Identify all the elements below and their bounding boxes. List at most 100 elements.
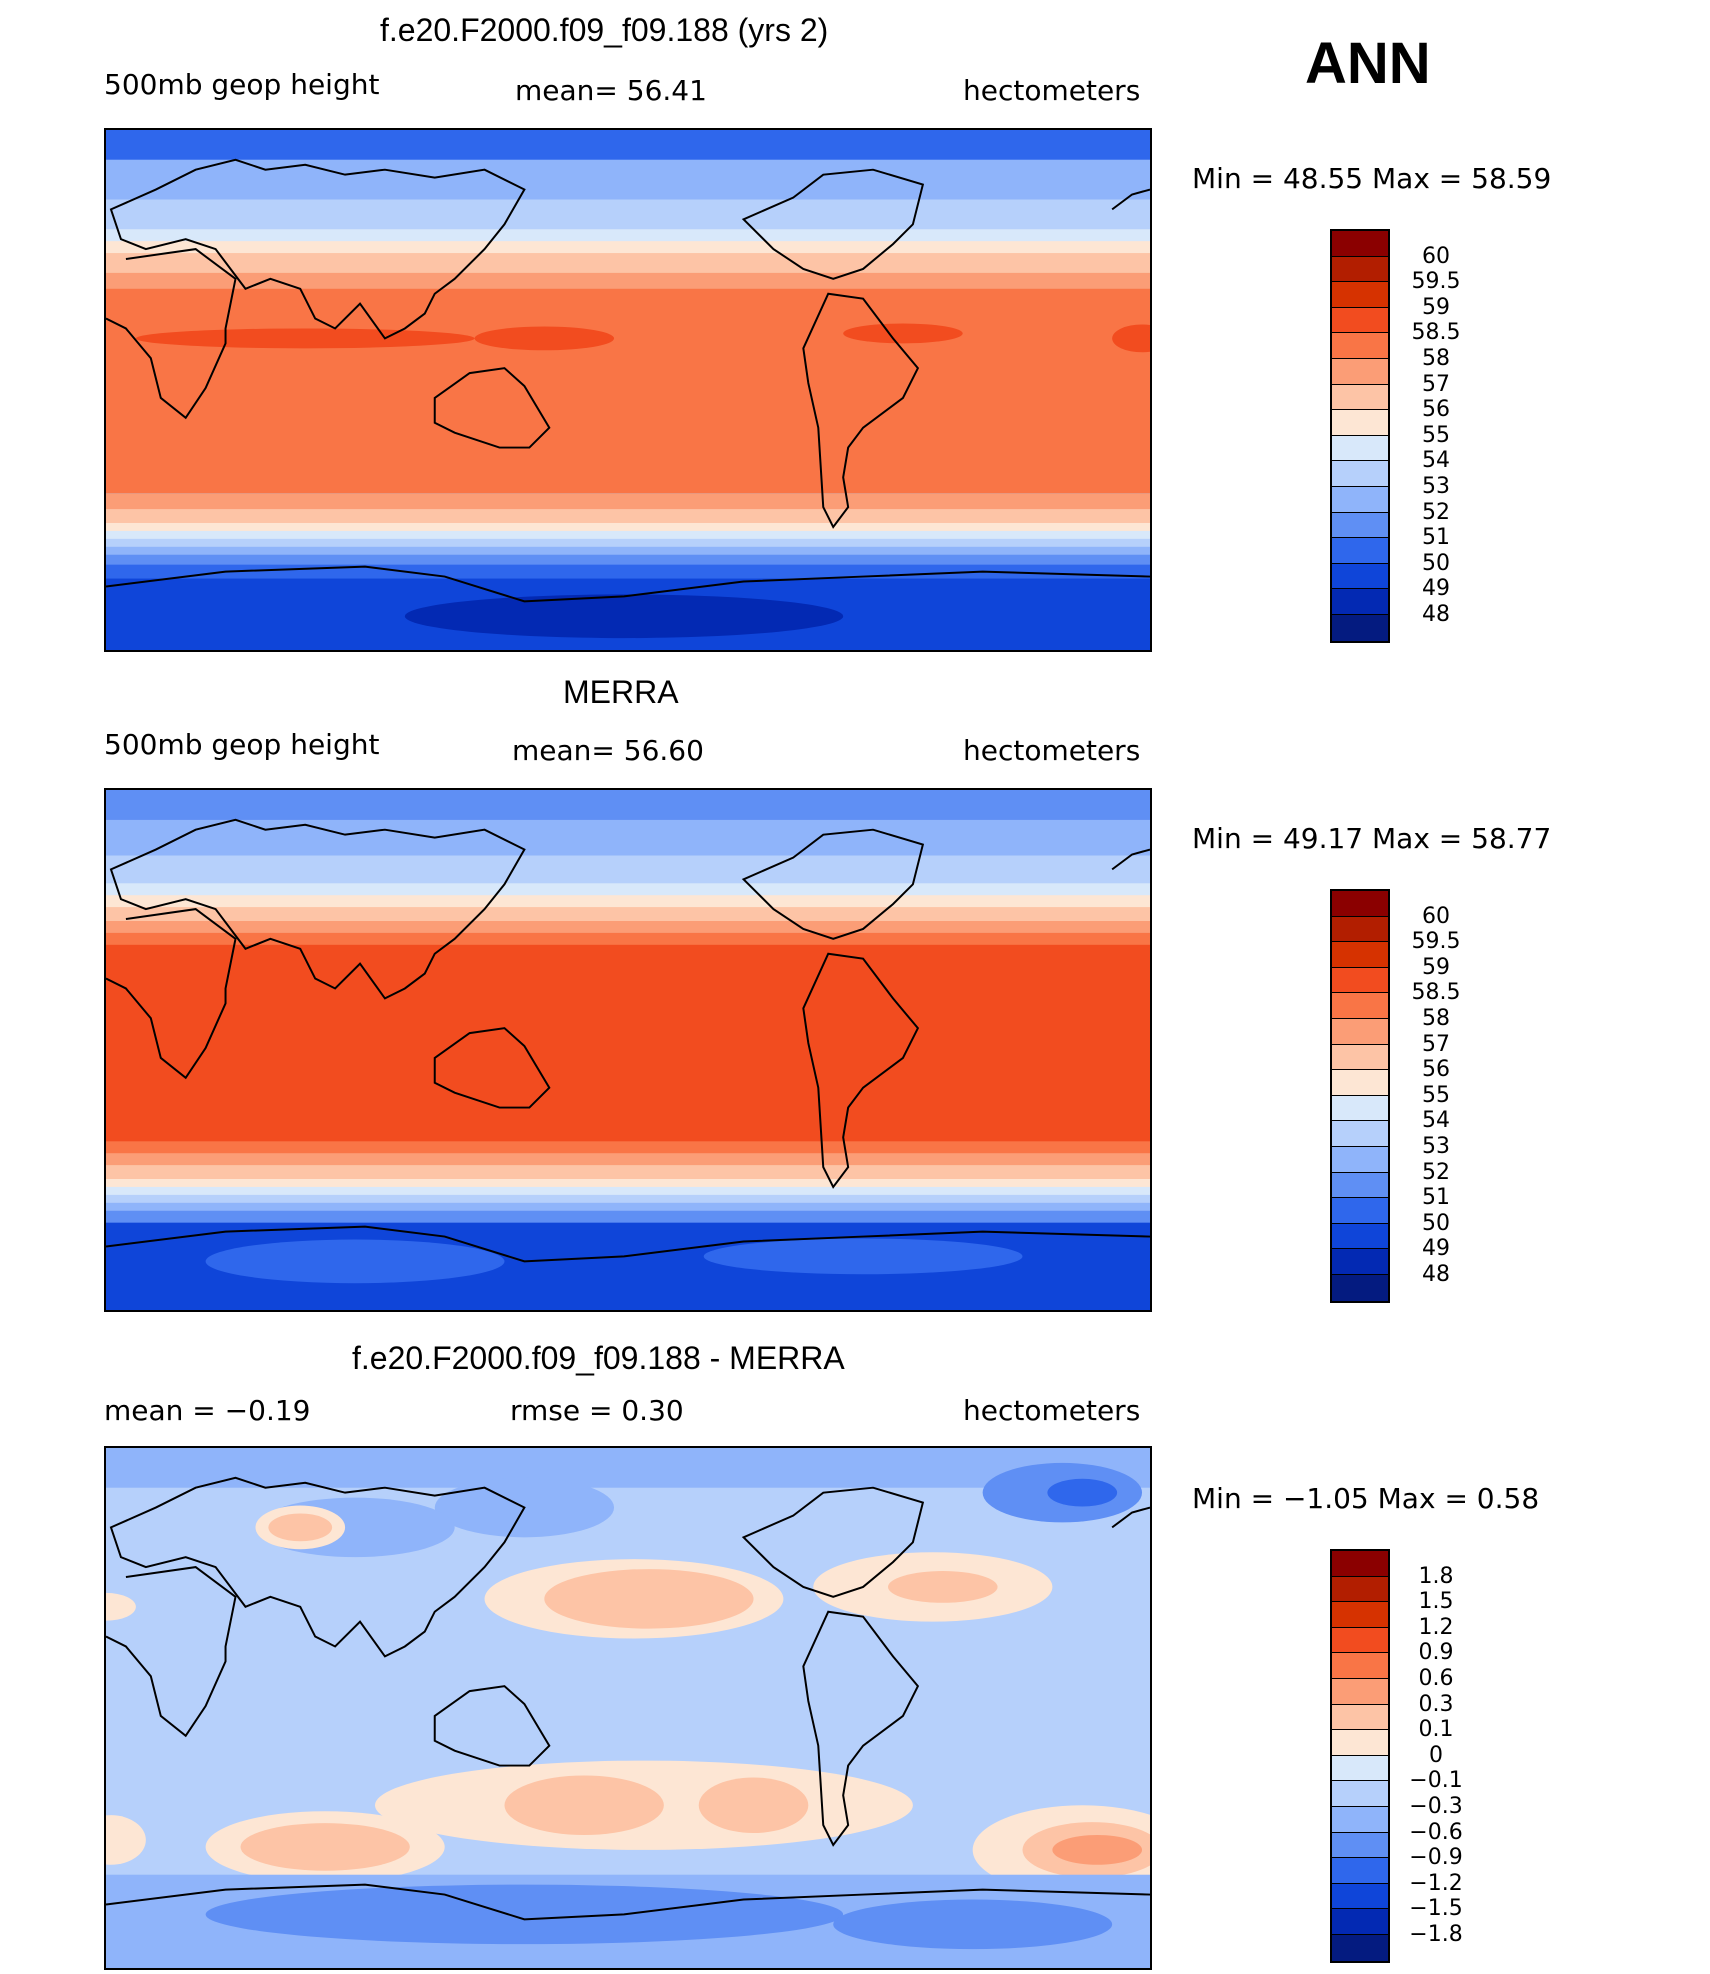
colorbar-swatch [1332,916,1388,943]
mean-label: mean = −0.19 [104,1394,311,1427]
colorbar-label: −0.6 [1409,1820,1463,1845]
colorbar-swatch [1332,891,1388,917]
panel-title: MERRA [563,674,679,710]
colorbar-label: 48 [1422,1262,1450,1287]
colorbar-swatch [1332,435,1388,462]
colorbar-label: 53 [1422,1134,1450,1159]
colorbar-label: 52 [1422,1160,1450,1185]
contour-map [104,788,1152,1312]
colorbar-label: 0 [1429,1743,1443,1768]
colorbar-label: −0.3 [1409,1794,1463,1819]
colorbar-swatch [1332,1832,1388,1859]
colorbar-swatch [1332,1018,1388,1045]
panel-title: f.e20.F2000.f09_f09.188 - MERRA [352,1340,845,1376]
colorbar-swatch [1332,538,1388,564]
colorbar-swatch [1332,256,1388,283]
colorbar-label: 0.9 [1418,1640,1454,1665]
colorbar-label: 49 [1422,576,1450,601]
variable-label: 500mb geop height [104,728,380,761]
colorbar-swatch [1332,1602,1388,1628]
colorbar-label: −1.5 [1409,1896,1463,1921]
colorbar-swatch [1332,307,1388,334]
colorbar-swatch [1332,993,1388,1019]
colorbar-label: 54 [1422,448,1450,473]
colorbar-label: 1.5 [1418,1589,1454,1614]
colorbar-swatch [1332,1146,1388,1173]
colorbar-label: 58.5 [1411,320,1461,345]
units-label: hectometers [963,74,1141,107]
colorbar-swatch [1332,1223,1388,1250]
colorbar-swatch [1332,1909,1388,1935]
colorbar-label: 50 [1422,551,1450,576]
colorbar-swatch [1332,1274,1388,1301]
min-max-label: Min = 48.55 Max = 58.59 [1192,162,1552,195]
colorbar-swatch [1332,231,1388,257]
colorbar-label: 55 [1422,1083,1450,1108]
colorbar-swatch [1332,1198,1388,1224]
colorbar-label: 59.5 [1411,269,1461,294]
colorbar-swatch [1332,1781,1388,1807]
colorbar-swatch [1332,333,1388,359]
colorbar-label: −1.2 [1409,1871,1463,1896]
map-field [106,1448,1150,1968]
colorbar-swatch [1332,589,1388,615]
contour-map [104,1446,1152,1970]
colorbar-label: 56 [1422,1057,1450,1082]
colorbar-swatch [1332,358,1388,385]
mean-label: mean= 56.41 [515,74,707,107]
colorbar-label: 58 [1422,346,1450,371]
colorbar-swatch [1332,1627,1388,1654]
colorbar-swatch [1332,1755,1388,1782]
colorbar-label: 48 [1422,602,1450,627]
colorbar-swatch [1332,1678,1388,1705]
colorbar-label: 59 [1422,955,1450,980]
colorbar-label: 56 [1422,397,1450,422]
colorbar-swatch [1332,461,1388,487]
season-label: ANN [1305,31,1431,96]
colorbar-label: 0.1 [1418,1717,1454,1742]
colorbar-label: −1.8 [1409,1922,1463,1947]
map-field [106,790,1150,1310]
colorbar-label: 50 [1422,1211,1450,1236]
colorbar-label: 1.8 [1418,1564,1454,1589]
colorbar-swatch [1332,1095,1388,1122]
map-field [106,130,1150,650]
variable-label: 500mb geop height [104,68,380,101]
colorbar-label: 59.5 [1411,929,1461,954]
colorbar-swatch [1332,1934,1388,1961]
colorbar-label: 58 [1422,1006,1450,1031]
colorbar-label: 1.2 [1418,1615,1454,1640]
units-label: hectometers [963,734,1141,767]
colorbar-swatch [1332,1070,1388,1096]
colorbar-swatch [1332,282,1388,308]
contour-map [104,128,1152,652]
colorbar-label: 55 [1422,423,1450,448]
colorbar [1330,889,1390,1303]
colorbar-swatch [1332,563,1388,590]
colorbar-label: 0.3 [1418,1692,1454,1717]
colorbar-label: 51 [1422,525,1450,550]
colorbar-swatch [1332,967,1388,994]
colorbar-swatch [1332,614,1388,641]
units-label: hectometers [963,1394,1141,1427]
colorbar-swatch [1332,942,1388,968]
colorbar-swatch [1332,1806,1388,1833]
colorbar-swatch [1332,1576,1388,1603]
colorbar-swatch [1332,1121,1388,1147]
colorbar-label: 57 [1422,1032,1450,1057]
colorbar-swatch [1332,1172,1388,1199]
colorbar-swatch [1332,1653,1388,1679]
colorbar-swatch [1332,1730,1388,1756]
colorbar-label: 60 [1422,904,1450,929]
colorbar-label: 51 [1422,1185,1450,1210]
colorbar-label: 0.6 [1418,1666,1454,1691]
colorbar [1330,1549,1390,1963]
mean-label: mean= 56.60 [512,734,704,767]
colorbar-swatch [1332,1858,1388,1884]
colorbar-swatch [1332,1704,1388,1731]
colorbar-label: 52 [1422,500,1450,525]
colorbar-label: 58.5 [1411,980,1461,1005]
colorbar-label: 49 [1422,1236,1450,1261]
colorbar-swatch [1332,410,1388,436]
min-max-label: Min = 49.17 Max = 58.77 [1192,822,1552,855]
